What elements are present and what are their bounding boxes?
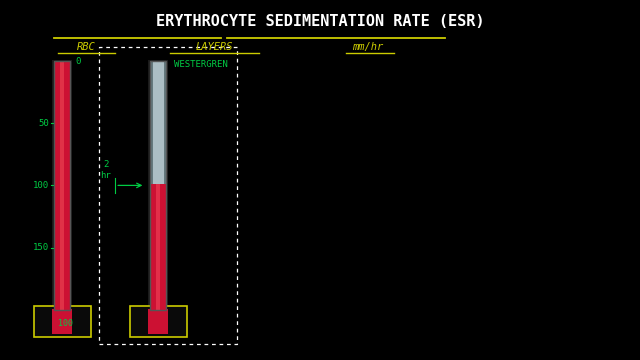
Bar	[148, 309, 168, 334]
Bar	[150, 61, 166, 310]
Bar	[156, 184, 160, 310]
Bar	[34, 306, 91, 337]
Bar	[153, 61, 164, 184]
Bar	[148, 60, 168, 311]
Text: RBC: RBC	[77, 42, 96, 52]
Text: 0: 0	[76, 57, 81, 66]
Text: 50: 50	[38, 119, 49, 128]
Text: 100: 100	[33, 181, 49, 190]
Text: 100: 100	[58, 319, 73, 328]
Bar	[54, 61, 70, 310]
Text: hr: hr	[100, 171, 111, 180]
Bar	[130, 306, 187, 337]
Bar	[54, 61, 70, 310]
Text: LAYERS: LAYERS	[196, 42, 233, 52]
Text: WESTERGREN: WESTERGREN	[174, 60, 228, 69]
Bar	[52, 60, 72, 311]
Bar	[61, 61, 64, 310]
Text: ERYTHROCYTE SEDIMENTATION RATE (ESR): ERYTHROCYTE SEDIMENTATION RATE (ESR)	[156, 14, 484, 29]
Bar	[150, 184, 166, 310]
Bar	[99, 47, 237, 344]
Bar	[150, 61, 166, 184]
Text: 2: 2	[103, 160, 108, 169]
Text: mm/hr: mm/hr	[353, 42, 383, 52]
Bar	[52, 309, 72, 334]
Text: 150: 150	[33, 243, 49, 252]
